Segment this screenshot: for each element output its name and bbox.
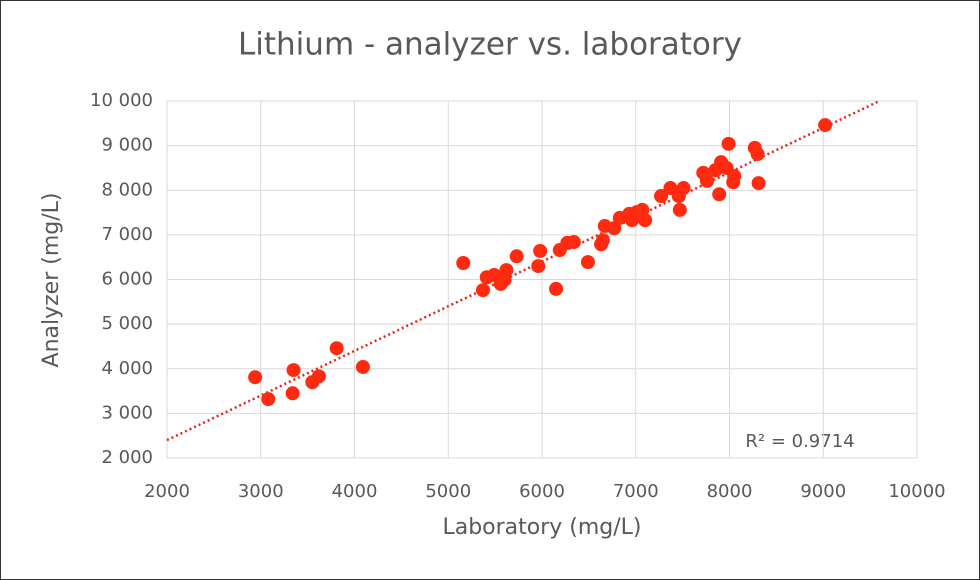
point (549, 281, 564, 296)
point (721, 136, 736, 151)
point (638, 213, 653, 228)
chart-title: Lithium - analyzer vs. laboratory (238, 27, 742, 63)
point (700, 173, 714, 188)
point (456, 255, 471, 270)
point (285, 386, 300, 401)
point (329, 341, 344, 356)
y-tick-label: 5 000 (101, 313, 153, 334)
point (818, 118, 833, 133)
y-tick-label: 6 000 (101, 269, 153, 290)
point (566, 235, 581, 250)
annotation: R² = 0.9714 (745, 431, 854, 452)
point (509, 249, 524, 264)
x-tick-label: 9000 (800, 481, 846, 502)
trendline (166, 99, 881, 442)
x-tick-label: 6000 (519, 481, 565, 502)
x-tick-label: 10000 (888, 481, 945, 502)
point (248, 370, 263, 385)
x-tick-label: 3000 (238, 481, 284, 502)
point (654, 189, 669, 204)
point (355, 359, 370, 374)
x-tick-label: 5000 (425, 481, 471, 502)
point (712, 187, 727, 202)
point (497, 272, 512, 287)
point (533, 243, 548, 258)
point (475, 283, 490, 298)
y-tick-label: 7 000 (101, 224, 153, 245)
y-tick-label: 4 000 (101, 358, 153, 379)
point (286, 363, 301, 378)
point (595, 233, 610, 248)
y-tick-label: 9 000 (101, 135, 153, 156)
y-tick-label: 3 000 (101, 402, 153, 423)
point (580, 255, 595, 270)
point (261, 392, 276, 407)
point (531, 259, 546, 274)
y-tick-label: 2 000 (101, 447, 153, 468)
point (751, 176, 766, 191)
y-tick-label: 10 000 (90, 90, 153, 111)
y-axis-title: Analyzer (mg/L) (39, 193, 64, 368)
x-axis-title: Laboratory (mg/L) (442, 515, 641, 540)
x-tick-label: 2000 (144, 481, 190, 502)
point (676, 181, 691, 196)
point (727, 168, 742, 183)
point (311, 369, 326, 384)
x-tick-label: 7000 (613, 481, 659, 502)
y-tick-label: 8 000 (101, 179, 153, 200)
point (750, 147, 765, 162)
x-tick-label: 8000 (707, 481, 753, 502)
point (672, 202, 687, 217)
point (607, 221, 622, 236)
x-tick-label: 4000 (332, 481, 378, 502)
